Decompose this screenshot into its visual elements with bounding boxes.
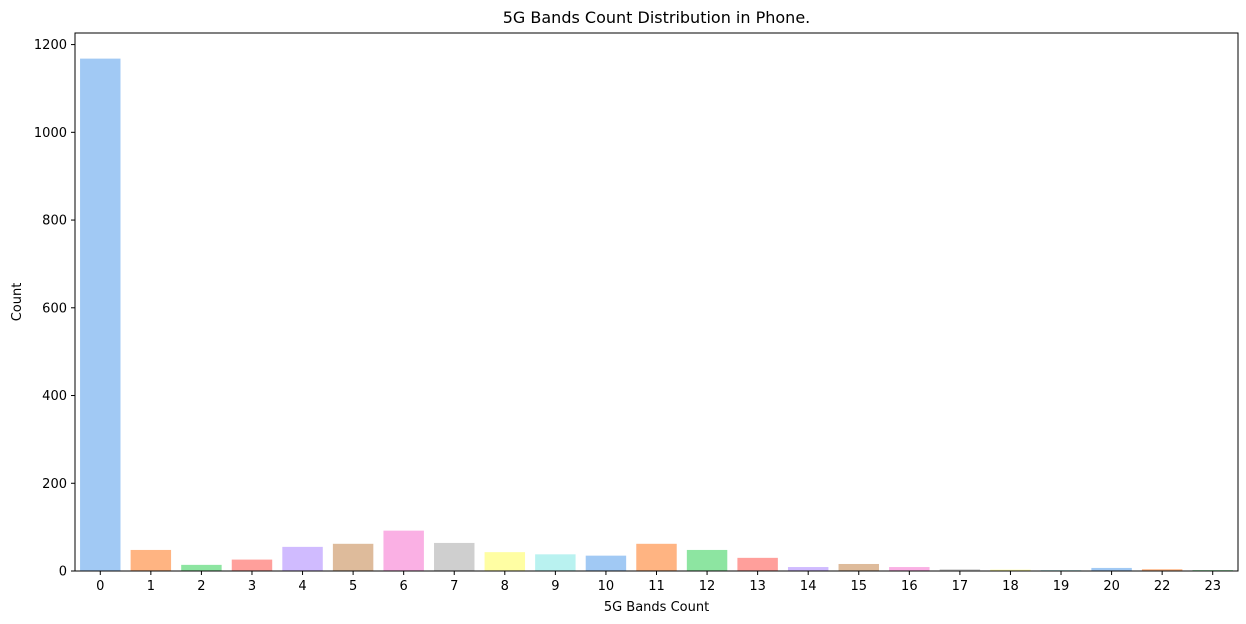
bar-11 bbox=[636, 543, 677, 571]
x-tick-label: 16 bbox=[901, 579, 918, 594]
bar-4 bbox=[282, 546, 323, 571]
x-tick-label: 15 bbox=[850, 579, 867, 594]
bar-13 bbox=[737, 557, 778, 571]
x-tick-label: 1 bbox=[147, 579, 155, 594]
x-tick-label: 10 bbox=[598, 579, 615, 594]
bar-3 bbox=[231, 559, 273, 571]
x-tick-label: 0 bbox=[96, 579, 104, 594]
y-tick-label: 400 bbox=[42, 389, 67, 404]
x-tick-label: 13 bbox=[749, 579, 766, 594]
x-tick-label: 2 bbox=[197, 579, 205, 594]
bar-2 bbox=[181, 564, 222, 571]
y-tick-label: 1200 bbox=[34, 38, 67, 53]
bar-22 bbox=[1141, 569, 1183, 571]
x-tick-label: 8 bbox=[501, 579, 509, 594]
x-axis-title: 5G Bands Count bbox=[604, 600, 709, 615]
bar-8 bbox=[484, 552, 526, 571]
bar-7 bbox=[434, 542, 475, 571]
y-tick-label: 200 bbox=[42, 477, 67, 492]
bar-15 bbox=[838, 563, 879, 571]
x-tick-label: 19 bbox=[1053, 579, 1070, 594]
y-tick-label: 600 bbox=[42, 301, 67, 316]
x-tick-label: 11 bbox=[648, 579, 665, 594]
bar-18 bbox=[990, 569, 1031, 571]
y-tick-label: 800 bbox=[42, 214, 67, 229]
bar-20 bbox=[1091, 567, 1132, 571]
bar-14 bbox=[787, 567, 829, 571]
x-tick-label: 7 bbox=[450, 579, 458, 594]
chart-title: 5G Bands Count Distribution in Phone. bbox=[503, 8, 811, 27]
bar-16 bbox=[889, 567, 930, 571]
plot-frame bbox=[74, 32, 1239, 572]
y-axis-ticks: 0 200 400 600 800 1000 1200 bbox=[34, 38, 75, 580]
x-axis-ticks: 0 1 2 3 4 5 6 7 8 9 10 11 12 13 14 15 16 17 18 19 20 22 23 bbox=[96, 571, 1221, 594]
x-tick-label: 23 bbox=[1204, 579, 1221, 594]
x-tick-label: 22 bbox=[1154, 579, 1171, 594]
bar-5 bbox=[332, 543, 374, 571]
x-tick-label: 14 bbox=[800, 579, 817, 594]
x-tick-label: 9 bbox=[551, 579, 559, 594]
x-tick-label: 6 bbox=[400, 579, 408, 594]
y-tick-label: 1000 bbox=[34, 126, 67, 141]
bar-17 bbox=[939, 569, 981, 571]
x-tick-label: 18 bbox=[1002, 579, 1019, 594]
x-tick-label: 17 bbox=[952, 579, 969, 594]
x-tick-label: 12 bbox=[699, 579, 716, 594]
bar-9 bbox=[535, 554, 576, 571]
y-axis-title: Count bbox=[10, 283, 25, 322]
bar-12 bbox=[686, 549, 728, 571]
x-tick-label: 4 bbox=[298, 579, 306, 594]
x-tick-label: 3 bbox=[248, 579, 256, 594]
bar-1 bbox=[130, 549, 172, 571]
bar-10 bbox=[585, 555, 627, 571]
x-tick-label: 20 bbox=[1103, 579, 1120, 594]
y-tick-label: 0 bbox=[59, 565, 67, 580]
bar-6 bbox=[383, 530, 424, 571]
x-tick-label: 5 bbox=[349, 579, 357, 594]
bar-0 bbox=[80, 58, 121, 572]
bars-group bbox=[80, 58, 1233, 572]
